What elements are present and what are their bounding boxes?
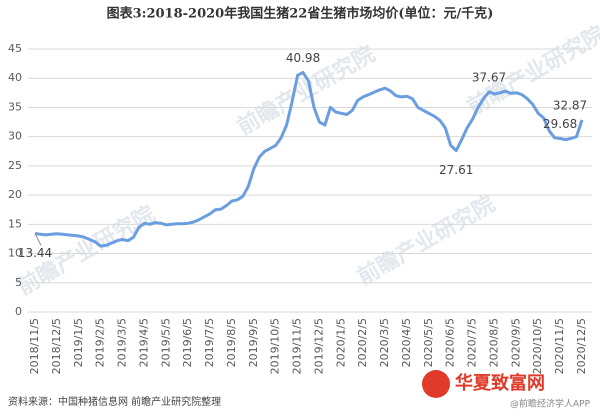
x-tick-label: 2019/3/5 — [116, 318, 129, 367]
x-tick-label: 2019/9/5 — [247, 318, 260, 367]
x-tick-label: 2019/12/5 — [312, 318, 325, 374]
data-line — [34, 71, 584, 248]
data-label: 13.44 — [18, 246, 52, 260]
x-tick-label: 2019/4/5 — [137, 318, 150, 367]
x-tick-label: 2019/1/5 — [72, 318, 85, 367]
x-tick-label: 2018/12/5 — [50, 318, 63, 374]
data-label: 27.61 — [439, 163, 473, 177]
y-tick-label: 20 — [8, 188, 22, 201]
x-tick-label: 2020/8/5 — [487, 318, 500, 367]
y-tick-label: 30 — [8, 130, 22, 143]
label-leader — [34, 233, 42, 246]
x-tick-label: 2020/7/5 — [466, 318, 479, 367]
x-tick-label: 2020/4/5 — [400, 318, 413, 367]
data-label: 29.68 — [543, 117, 577, 131]
data-label: 40.98 — [286, 51, 320, 65]
x-tick-label: 2019/11/5 — [291, 318, 304, 374]
y-tick-label: 40 — [8, 71, 22, 84]
x-tick-label: 2020/12/5 — [575, 318, 588, 374]
data-label: 37.67 — [472, 70, 506, 84]
chart-title: 图表3:2018-2020年我国生猪22省生猪市场均价(单位：元/千克) — [107, 6, 494, 22]
x-tick-label: 2020/11/5 — [553, 318, 566, 374]
x-tick-label: 2019/6/5 — [181, 318, 194, 367]
logo-icon — [422, 370, 450, 398]
x-tick-label: 2019/7/5 — [203, 318, 216, 367]
x-tick-label: 2020/1/5 — [334, 318, 347, 367]
y-tick-label: 15 — [8, 217, 22, 230]
data-label: 32.87 — [553, 98, 587, 112]
x-tick-label: 2018/11/5 — [28, 318, 41, 374]
x-tick-label: 2019/8/5 — [225, 318, 238, 367]
x-tick-label: 2020/5/5 — [422, 318, 435, 367]
x-tick-label: 2019/2/5 — [94, 318, 107, 367]
x-tick-label: 2020/2/5 — [356, 318, 369, 367]
watermark: 前瞻产业研究院 — [353, 191, 499, 291]
logo-text: 华夏致富网 — [455, 372, 545, 394]
x-tick-label: 2020/6/5 — [444, 318, 457, 367]
y-tick-label: 0 — [15, 305, 22, 318]
x-tick-label: 2020/9/5 — [509, 318, 522, 367]
x-tick-label: 2020/3/5 — [378, 318, 391, 367]
source: 资料来源：中国种猪信息网 前瞻产业研究院整理 — [8, 395, 221, 408]
x-tick-label: 2019/10/5 — [269, 318, 282, 374]
app-watermark: @前瞻经济学人APP — [510, 398, 591, 410]
y-tick-label: 25 — [8, 159, 22, 172]
x-tick-label: 2019/5/5 — [159, 318, 172, 367]
y-tick-label: 10 — [8, 247, 22, 260]
y-tick-label: 35 — [8, 100, 22, 113]
y-tick-label: 45 — [8, 42, 22, 55]
y-tick-label: 5 — [15, 276, 22, 289]
x-tick-label: 2020/10/5 — [531, 318, 544, 374]
